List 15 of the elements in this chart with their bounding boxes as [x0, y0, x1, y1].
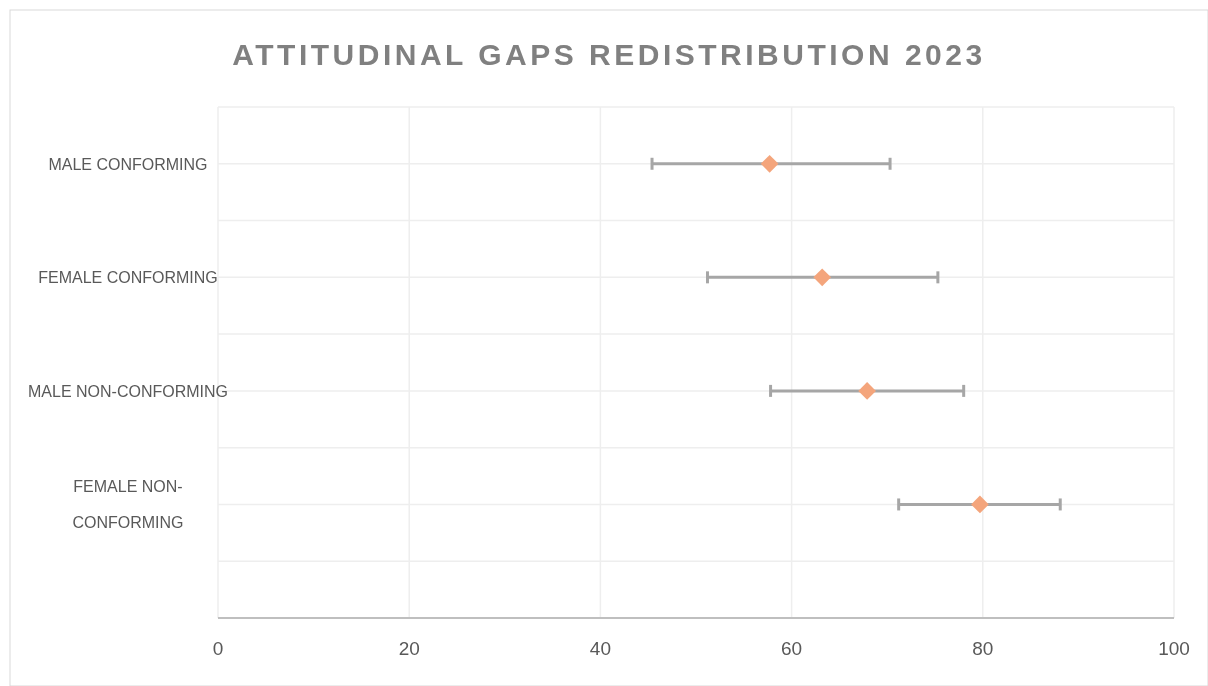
x-tick-label: 60: [781, 638, 803, 659]
point: [858, 382, 876, 400]
y-tick-label: MALE NON-CONFORMING: [28, 382, 228, 400]
y-tick-label: FEMALE CONFORMING: [38, 269, 218, 287]
x-tick-label: 80: [972, 638, 994, 659]
y-tick-label: FEMALE NON-CONFORMING: [72, 478, 184, 532]
x-tick-label: 100: [1158, 638, 1190, 659]
y-tick-label: MALE CONFORMING: [48, 155, 208, 173]
x-tick-label: 20: [398, 638, 420, 659]
x-tick-label: 0: [212, 638, 224, 659]
chart-title: ATTITUDINAL GAPS REDISTRIBUTION 2023: [232, 38, 986, 71]
point: [971, 495, 989, 514]
point: [760, 154, 779, 173]
point: [813, 268, 832, 287]
x-tick-label: 40: [589, 638, 611, 659]
